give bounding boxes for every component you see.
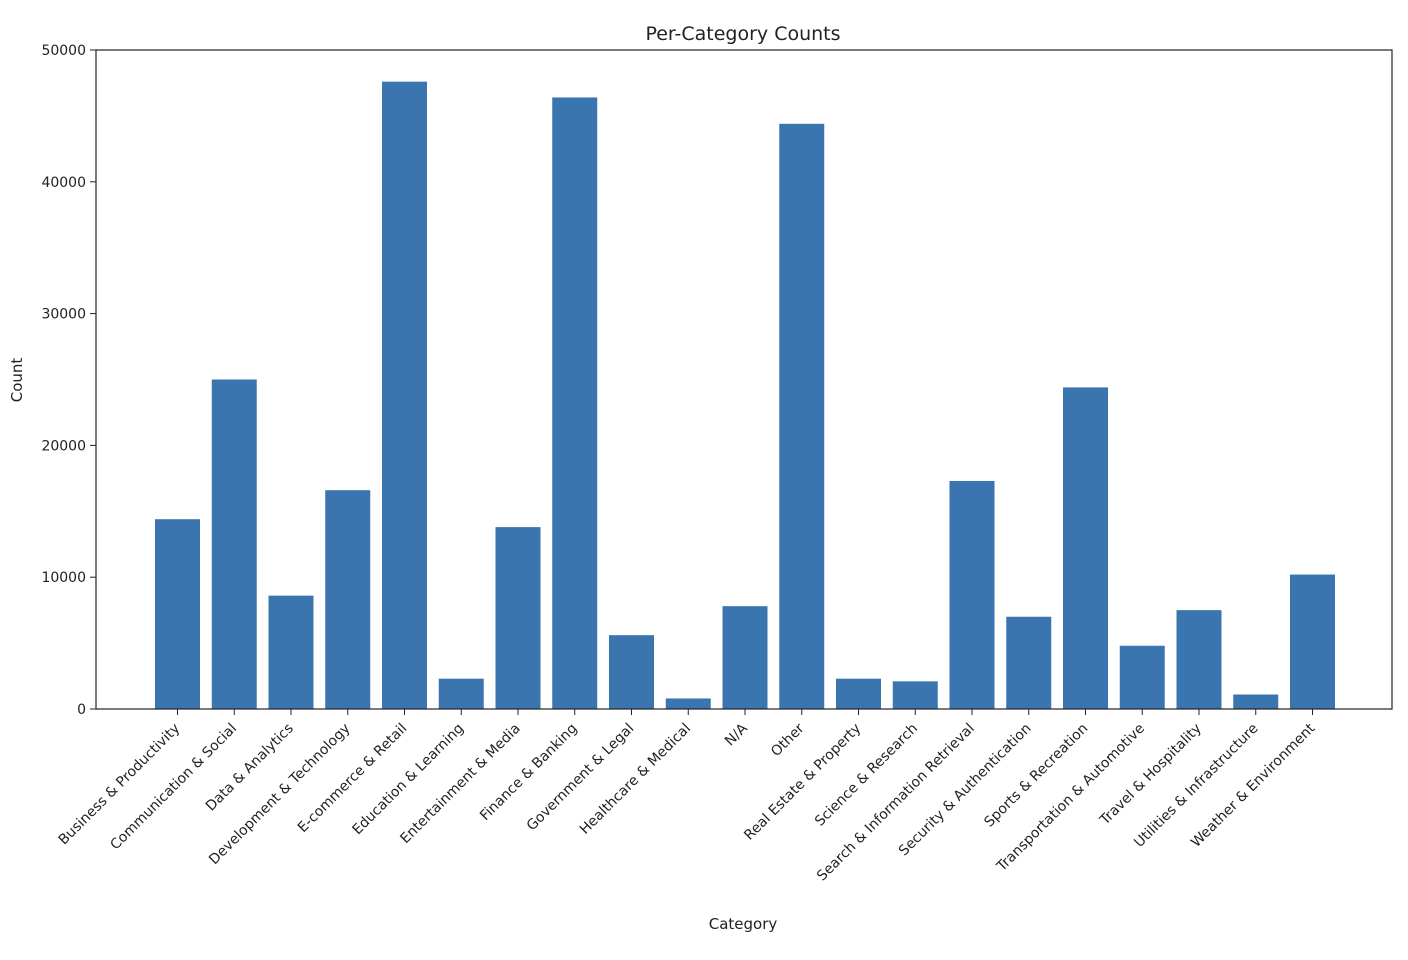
bar-6	[495, 527, 541, 709]
bar-10	[722, 606, 768, 709]
bars-group	[155, 81, 1335, 709]
bar-0	[155, 519, 200, 709]
bar-7	[552, 97, 598, 709]
x-tick-label: Science & Research	[812, 721, 921, 830]
x-tick-label: Government & Legal	[524, 721, 638, 835]
bar-20	[1290, 574, 1335, 709]
x-tick-label: E-commerce & Retail	[295, 721, 410, 836]
x-tick-label: Other	[768, 720, 808, 760]
y-tick-label: 10000	[41, 570, 86, 586]
bar-13	[892, 681, 938, 709]
y-tick-label: 20000	[41, 438, 86, 454]
bar-18	[1176, 610, 1222, 709]
bar-12	[836, 678, 881, 709]
x-tick-label: Finance & Banking	[477, 721, 580, 824]
x-tick-label: Sports & Recreation	[981, 721, 1091, 831]
bar-15	[1006, 616, 1052, 709]
x-tick-label: Travel & Hospitality	[1096, 721, 1204, 829]
bar-3	[325, 490, 371, 709]
x-tick-label: Education & Learning	[349, 721, 467, 839]
bar-19	[1233, 694, 1279, 709]
bar-2	[268, 595, 314, 709]
plot-frame	[95, 49, 1393, 710]
bar-14	[949, 480, 995, 709]
x-tick-label: Healthcare & Medical	[577, 721, 694, 838]
bar-9	[665, 698, 711, 709]
bar-8	[609, 635, 654, 709]
x-axis-label: Category	[709, 915, 778, 933]
bar-1	[211, 379, 257, 709]
y-axis-label: Count	[8, 358, 26, 403]
bar-4	[382, 81, 427, 709]
x-tick-label: Real Estate & Property	[741, 721, 864, 844]
y-tick-label: 30000	[41, 307, 86, 323]
y-tick-label: 0	[77, 702, 86, 718]
y-axis: 0 10000 20000 30000 40000 50000	[41, 43, 96, 718]
y-tick-label: 50000	[41, 43, 86, 59]
bar-17	[1119, 645, 1165, 709]
x-tick-label: N/A	[722, 720, 751, 749]
y-tick-label: 40000	[41, 175, 86, 191]
chart-title: Per-Category Counts	[645, 23, 840, 45]
bar-11	[779, 123, 825, 709]
bar-16	[1063, 387, 1108, 709]
bar-5	[438, 678, 484, 709]
